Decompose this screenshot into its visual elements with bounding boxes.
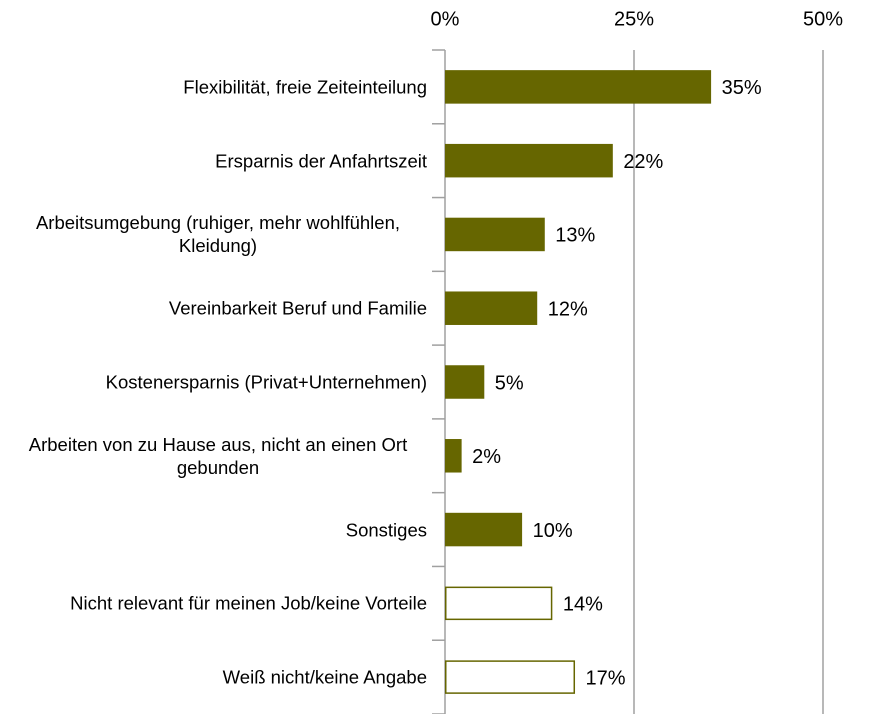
value-label: 35% — [722, 77, 762, 99]
value-label: 12% — [548, 299, 588, 321]
value-label: 5% — [495, 372, 524, 394]
value-label: 17% — [586, 667, 626, 689]
category-label: Arbeitsumgebung (ruhiger, mehr wohlfühle… — [35, 212, 401, 257]
bar — [445, 660, 576, 694]
value-label: 13% — [555, 225, 595, 247]
bar — [445, 217, 545, 252]
category-label: Nicht relevant für meinen Job/keine Vort… — [70, 592, 427, 614]
x-tick-label: 0% — [431, 8, 460, 30]
bar — [445, 512, 523, 547]
category-label: Arbeiten von zu Hause aus, nicht an eine… — [28, 433, 408, 478]
x-tick-label: 25% — [614, 8, 654, 30]
bar — [445, 365, 485, 399]
bar — [445, 586, 553, 621]
value-label: 14% — [563, 594, 603, 616]
category-label: Ersparnis der Anfahrtszeit — [215, 150, 427, 172]
category-label: Sonstiges — [345, 519, 427, 541]
bar — [445, 291, 538, 325]
value-label: 2% — [472, 446, 501, 468]
value-label: 10% — [533, 520, 573, 542]
category-label: Kostenersparnis (Privat+Unternehmen) — [105, 371, 427, 393]
bar — [445, 70, 712, 104]
bar — [445, 439, 462, 473]
bar — [445, 143, 613, 178]
value-label: 22% — [623, 151, 663, 173]
category-label: Weiß nicht/keine Angabe — [222, 666, 427, 688]
category-label: Flexibilität, freie Zeiteinteilung — [183, 76, 427, 98]
category-label: Vereinbarkeit Beruf und Familie — [168, 297, 427, 319]
x-tick-label: 50% — [803, 8, 843, 30]
